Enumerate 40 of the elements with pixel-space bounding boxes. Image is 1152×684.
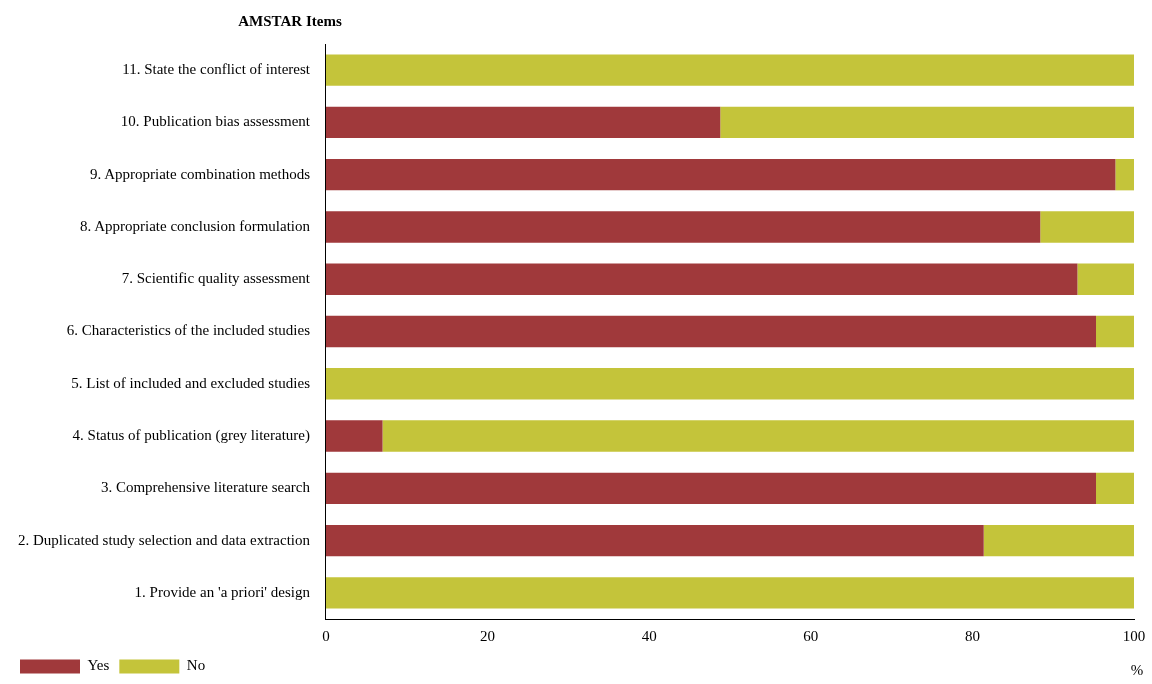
bar — [1040, 211, 1134, 243]
x-axis-title: % — [1130, 661, 1144, 678]
bar — [325, 263, 1078, 295]
x-tick-label: 100 — [1122, 627, 1146, 644]
legend-label: Yes — [87, 657, 110, 674]
bar — [1077, 263, 1134, 295]
x-tick-label: 40 — [641, 627, 657, 644]
y-tick-label: 10. Publication bias assessment — [120, 113, 311, 130]
y-tick-label: 1. Provide an 'a priori' design — [134, 583, 311, 600]
bar — [325, 420, 383, 452]
bar — [382, 420, 1134, 452]
bar — [325, 472, 1097, 504]
x-tick-label: 20 — [480, 627, 496, 644]
bar — [325, 211, 1041, 243]
y-tick-label: 4. Status of publication (grey literature) — [72, 426, 310, 444]
y-tick-label: 8. Appropriate conclusion formulation — [80, 217, 311, 234]
y-tick-label: 11. State the conflict of interest — [122, 61, 311, 78]
bar — [325, 368, 1134, 400]
y-tick-label: 5. List of included and excluded studies — [71, 374, 311, 391]
x-tick-label: 60 — [803, 627, 819, 644]
legend-label: No — [186, 657, 206, 674]
bar — [983, 524, 1134, 557]
bar — [1096, 472, 1134, 504]
y-tick-label: 6. Characteristics of the included studies — [66, 322, 311, 339]
y-tick-label: 2. Duplicated study selection and data extraction — [17, 531, 311, 548]
bar — [325, 577, 1134, 609]
x-tick-label: 80 — [964, 627, 980, 644]
bar — [325, 315, 1097, 348]
x-tick-label: 0 — [322, 627, 330, 644]
y-tick-label: 7. Scientific quality assessment — [121, 270, 311, 287]
bar — [1115, 159, 1134, 191]
bar — [325, 159, 1116, 191]
bar — [325, 524, 984, 557]
y-tick-label: 3. Comprehensive literature search — [100, 479, 311, 496]
bar — [1096, 315, 1134, 348]
y-tick-label: 9. Appropriate combination methods — [90, 165, 311, 182]
y-axis-title: AMSTAR Items — [238, 12, 342, 29]
bar — [720, 106, 1134, 139]
bar — [325, 106, 721, 139]
bar — [325, 54, 1134, 86]
